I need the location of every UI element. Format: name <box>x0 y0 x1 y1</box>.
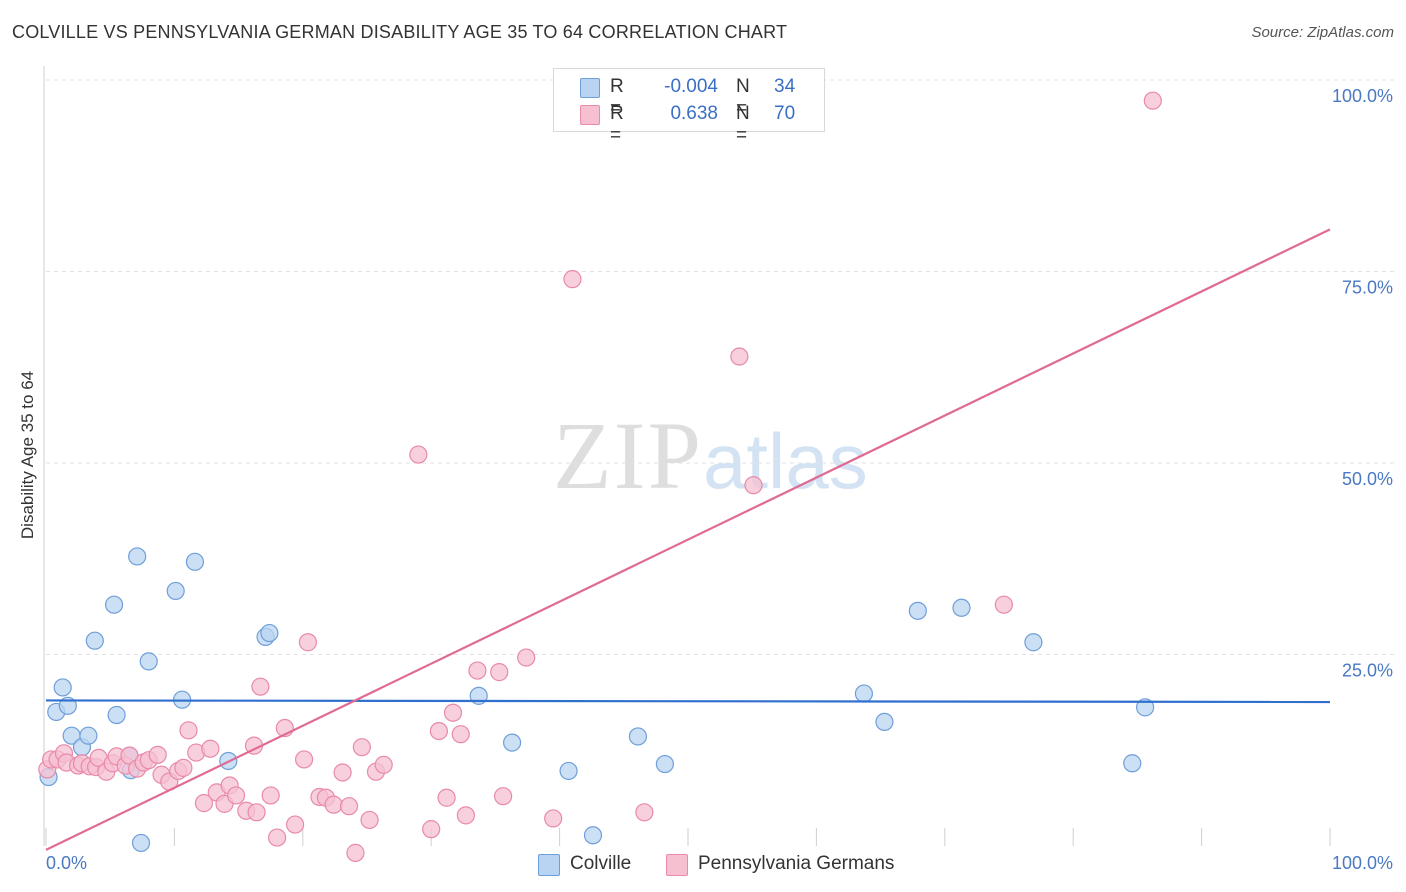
series-swatch-pennsylvania-germans <box>666 854 688 876</box>
colville-point <box>583 826 603 845</box>
legend-r-label: R = <box>610 76 624 119</box>
pennsylvania-germans-point <box>374 755 393 774</box>
pennsylvania-germans-point <box>517 648 536 667</box>
legend-swatch-blue <box>580 78 600 98</box>
colville-point <box>875 712 894 732</box>
pennsylvania-germans-point <box>298 633 318 652</box>
chart-title: COLVILLE VS PENNSYLVANIA GERMAN DISABILI… <box>12 22 788 42</box>
colville-point <box>139 652 158 671</box>
pennsylvania-germans-point <box>226 786 246 805</box>
colville-point <box>79 726 98 745</box>
pennsylvania-germans-point <box>994 595 1013 614</box>
pennsylvania-germans-point <box>148 745 167 764</box>
pennsylvania-germans-point <box>285 815 305 834</box>
y-tick-label: 25.0% <box>1342 661 1393 681</box>
colville-point <box>131 833 151 853</box>
colville-point <box>185 552 205 571</box>
legend-n-label: N = <box>736 76 750 119</box>
legend-n-value: 34 <box>774 76 796 97</box>
legend-n-label: N = <box>736 103 750 146</box>
y-tick-label: 50.0% <box>1342 469 1393 489</box>
pennsylvania-germans-point <box>635 803 654 822</box>
legend-r-value: 0.638 <box>670 103 718 124</box>
pennsylvania-germans-point <box>456 806 475 825</box>
pennsylvania-germans-point <box>174 758 193 777</box>
watermark-zip: ZIP <box>553 402 703 509</box>
colville-point <box>559 761 578 781</box>
pennsylvania-germans-point <box>443 703 463 722</box>
legend-swatch-pink <box>580 105 600 125</box>
y-tick-label: 75.0% <box>1342 278 1393 298</box>
axes <box>43 66 1331 846</box>
pennsylvania-germans-trend-line <box>45 228 1331 851</box>
pennsylvania-germans-point <box>201 739 220 758</box>
legend-r-value: -0.004 <box>664 76 718 97</box>
colville-point <box>1136 698 1155 717</box>
pennsylvania-germans-point <box>409 445 428 464</box>
pennsylvania-germans-point <box>251 677 270 696</box>
colville-point <box>502 733 522 752</box>
colville-point <box>1123 754 1142 773</box>
colville-point <box>952 598 971 617</box>
series-label-colville: Colville <box>570 853 632 874</box>
gridlines <box>46 79 1394 655</box>
y-tick-label: 100.0% <box>1332 86 1393 106</box>
trend-lines <box>45 228 1331 851</box>
pennsylvania-germans-point <box>451 725 470 744</box>
colville-point <box>854 684 874 703</box>
pennsylvania-germans-point <box>179 721 198 740</box>
pennsylvania-germans-point <box>490 663 509 682</box>
data-points <box>38 91 1162 862</box>
series-label-pennsylvania-germans: Pennsylvania Germans <box>698 853 895 874</box>
pennsylvania-germans-point <box>429 721 449 741</box>
x-tick-label: 0.0% <box>46 853 87 873</box>
pennsylvania-germans-point <box>294 750 314 769</box>
pennsylvania-germans-point <box>360 810 379 830</box>
colville-point <box>166 581 185 601</box>
pennsylvania-germans-point <box>324 795 343 814</box>
series-legend: Colville Pennsylvania Germans <box>0 852 1406 878</box>
pennsylvania-germans-point <box>261 786 280 805</box>
legend-r-label: R = <box>610 103 624 146</box>
pennsylvania-germans-point <box>339 797 359 816</box>
colville-point <box>908 601 927 620</box>
pennsylvania-germans-point <box>494 787 513 806</box>
colville-trend-line <box>45 699 1331 704</box>
pennsylvania-germans-point <box>247 803 266 822</box>
pennsylvania-germans-point <box>468 661 487 680</box>
colville-point <box>655 754 674 774</box>
pennsylvania-germans-point <box>563 270 582 289</box>
pennsylvania-germans-point <box>333 763 352 782</box>
source-label: Source: ZipAtlas.com <box>1251 24 1394 41</box>
colville-point <box>107 705 126 725</box>
colville-point <box>1024 633 1043 652</box>
colville-point <box>104 595 124 614</box>
correlation-legend: R = -0.004 N = 34 R = 0.638 N = 70 <box>553 68 825 146</box>
pennsylvania-germans-point <box>268 828 287 847</box>
series-swatch-colville <box>538 854 560 876</box>
x-tick-label: 100.0% <box>1332 853 1393 873</box>
pennsylvania-germans-point <box>1143 91 1162 110</box>
pennsylvania-germans-point <box>194 794 214 813</box>
pennsylvania-germans-point <box>744 476 763 495</box>
watermark: ZIPatlas <box>553 400 868 511</box>
pennsylvania-germans-point <box>730 347 749 366</box>
pennsylvania-germans-point <box>422 820 441 839</box>
pennsylvania-germans-point <box>346 843 365 862</box>
pennsylvania-germans-point <box>352 738 371 757</box>
pennsylvania-germans-point <box>544 809 563 828</box>
colville-point <box>260 623 279 643</box>
pennsylvania-germans-point <box>437 788 456 807</box>
colville-point <box>128 547 147 566</box>
colville-point <box>53 678 72 697</box>
legend-n-value: 70 <box>774 103 796 124</box>
watermark-atlas: atlas <box>703 417 868 505</box>
colville-point <box>628 727 648 746</box>
colville-point <box>85 631 104 650</box>
tick-labels: 25.0% 50.0% 75.0% 100.0% 0.0% 100.0% <box>46 86 1393 873</box>
